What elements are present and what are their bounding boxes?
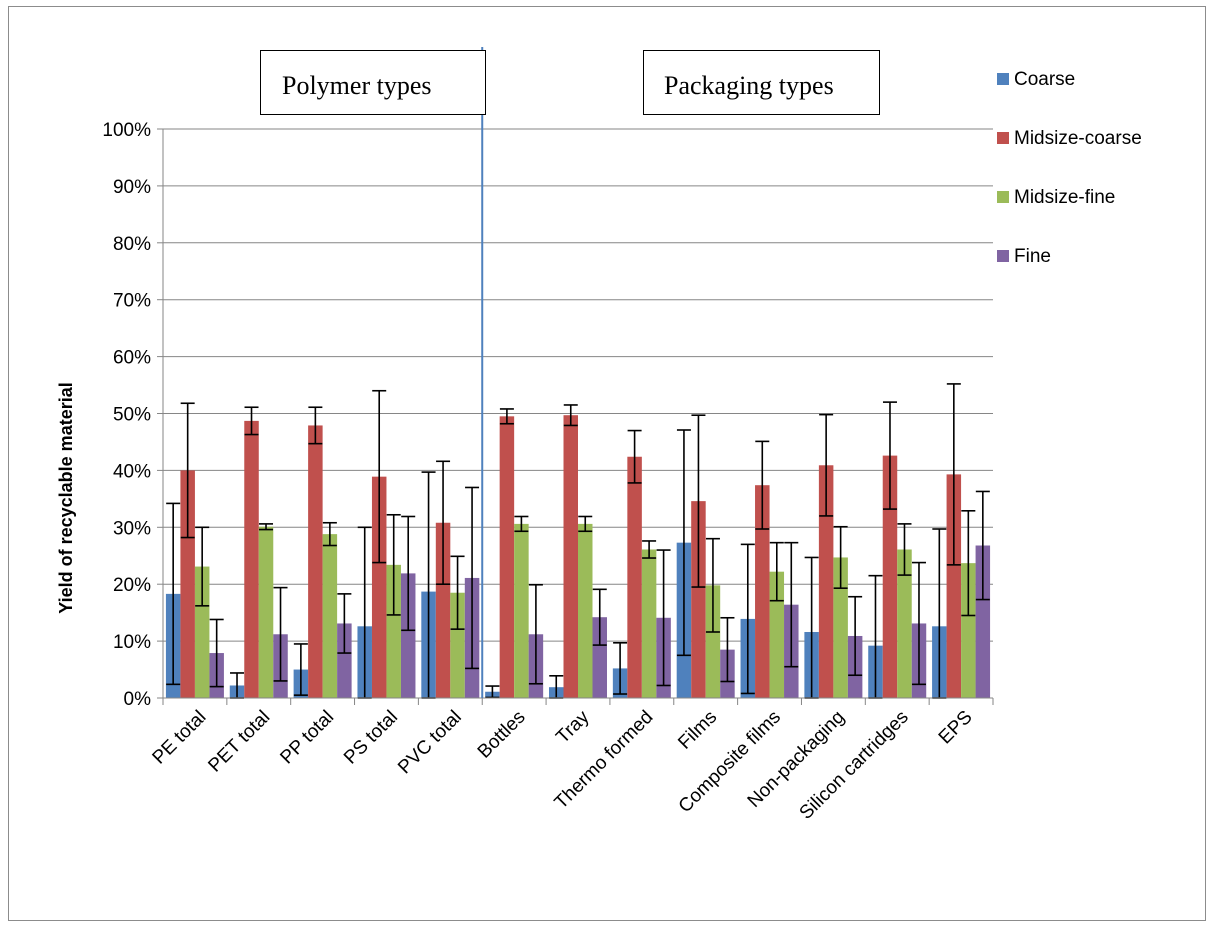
bar (258, 526, 274, 698)
y-tick-label: 10% (113, 632, 151, 653)
legend-label: Midsize-coarse (1014, 128, 1142, 149)
bar (386, 564, 401, 698)
bar (400, 573, 416, 698)
y-tick-labels: 0% 10% 20% 30% 40% 50% 60% 70% 80% 90% 100% (102, 120, 163, 710)
bar (691, 501, 706, 698)
legend-label: Midsize-fine (1014, 187, 1115, 208)
legend-swatch (997, 250, 1009, 262)
bar (961, 563, 976, 698)
bar (833, 557, 848, 698)
legend: Coarse Midsize-coarse Midsize-fine Fine (995, 40, 1205, 303)
bar (769, 571, 785, 698)
packaging-types-box: Packaging types (643, 50, 880, 115)
legend-swatch (997, 132, 1009, 144)
bar (946, 474, 962, 698)
y-tick-label: 30% (113, 518, 151, 539)
bar (818, 465, 834, 698)
y-tick-label: 40% (113, 461, 151, 482)
bar (499, 416, 515, 698)
bar (337, 623, 352, 698)
y-axis-title: Yield of recyclable material (56, 382, 76, 613)
legend-label: Fine (1014, 246, 1051, 267)
polymer-types-label: Polymer types (282, 71, 432, 100)
polymer-types-box: Polymer types (260, 50, 486, 115)
bar (897, 549, 912, 698)
y-tick-label: 20% (113, 575, 151, 596)
bar (627, 456, 642, 698)
legend-swatch (997, 191, 1009, 203)
legend-background (995, 40, 1205, 303)
bar (705, 585, 721, 698)
bar (244, 420, 259, 698)
bar (755, 485, 770, 698)
bar (435, 522, 451, 698)
bar (450, 592, 465, 698)
y-tick-label: 60% (113, 348, 151, 369)
bar (514, 523, 529, 698)
packaging-types-label: Packaging types (664, 71, 834, 100)
y-tick-label: 70% (113, 291, 151, 312)
bar (578, 523, 593, 698)
bar (194, 566, 210, 698)
bar (592, 617, 607, 698)
y-tick-label: 90% (113, 177, 151, 198)
bar (322, 534, 338, 698)
y-tick-label: 0% (124, 689, 152, 710)
legend-label: Coarse (1014, 69, 1075, 90)
bar (180, 470, 195, 698)
error-bars (166, 383, 990, 699)
y-tick-label: 100% (102, 120, 151, 141)
legend-swatch (997, 73, 1009, 85)
y-tick-label: 50% (113, 405, 151, 426)
bar (371, 476, 387, 698)
bar (975, 545, 991, 698)
bar (308, 425, 323, 698)
bar (641, 549, 657, 698)
bar (563, 415, 578, 698)
y-tick-label: 80% (113, 234, 151, 255)
bar (882, 455, 898, 698)
